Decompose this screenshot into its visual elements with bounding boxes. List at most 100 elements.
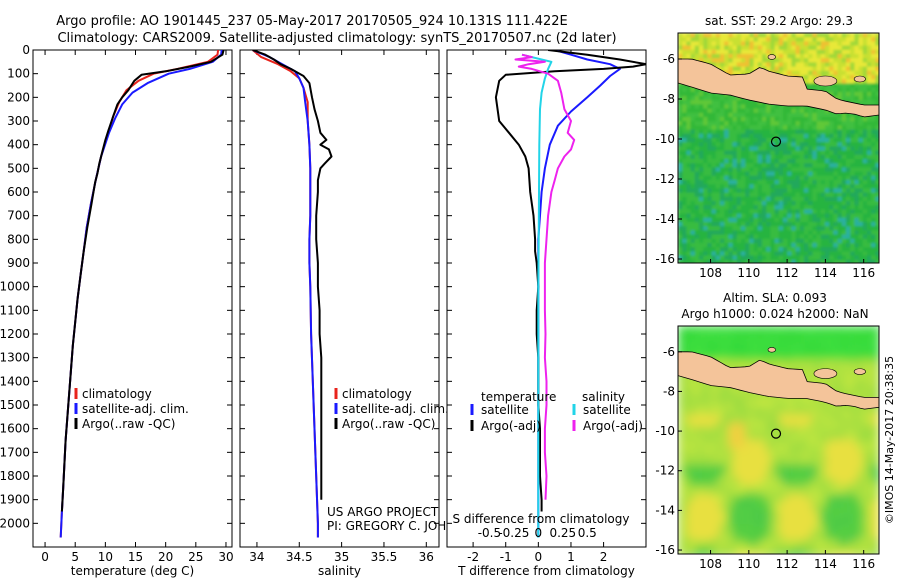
heatmap-cell bbox=[724, 401, 729, 407]
heatmap-cell bbox=[858, 117, 864, 122]
heatmap-cell bbox=[787, 117, 792, 122]
heatmap-cell bbox=[694, 154, 700, 160]
heatmap-cell bbox=[787, 175, 792, 181]
heatmap-cell bbox=[816, 464, 822, 470]
heatmap-cell bbox=[850, 435, 855, 440]
heatmap-cell bbox=[686, 460, 692, 466]
heatmap-cell bbox=[841, 481, 847, 487]
heatmap-cell bbox=[770, 447, 776, 453]
heatmap-cell bbox=[804, 125, 809, 131]
heatmap-cell bbox=[741, 213, 746, 219]
heatmap-cell bbox=[816, 125, 822, 131]
heatmap-cell bbox=[833, 226, 839, 231]
heatmap-cell bbox=[799, 230, 805, 236]
heatmap-cell bbox=[846, 389, 851, 394]
heatmap-cell bbox=[732, 133, 738, 139]
heatmap-cell bbox=[820, 49, 826, 55]
heatmap-cell bbox=[833, 431, 839, 436]
heatmap-cell bbox=[875, 498, 879, 503]
heatmap-cell bbox=[745, 477, 750, 482]
heatmap-cell bbox=[862, 418, 868, 424]
heatmap-cell bbox=[808, 498, 813, 503]
heatmap-cell bbox=[720, 121, 725, 126]
heatmap-cell bbox=[720, 359, 725, 365]
heatmap-cell bbox=[862, 201, 868, 206]
heatmap-cell bbox=[846, 376, 851, 382]
heatmap-cell bbox=[871, 175, 876, 181]
heatmap-cell bbox=[774, 209, 780, 215]
heatmap-cell bbox=[728, 363, 734, 369]
heatmap-cell bbox=[770, 41, 776, 47]
heatmap-cell bbox=[736, 410, 742, 415]
heatmap-cell bbox=[715, 196, 721, 202]
heatmap-cell bbox=[833, 201, 839, 206]
heatmap-cell bbox=[858, 87, 864, 93]
heatmap-cell bbox=[690, 150, 696, 156]
heatmap-cell bbox=[833, 163, 839, 168]
heatmap-cell bbox=[787, 66, 792, 72]
y-tick-label: -16 bbox=[655, 252, 675, 266]
heatmap-cell bbox=[686, 414, 692, 419]
heatmap-cell bbox=[850, 238, 855, 244]
heatmap-cell bbox=[850, 372, 855, 377]
heatmap-cell bbox=[732, 452, 738, 457]
heatmap-cell bbox=[820, 180, 826, 185]
heatmap-cell bbox=[703, 431, 708, 436]
heatmap-cell bbox=[799, 154, 805, 160]
heatmap-cell bbox=[867, 91, 872, 97]
heatmap-cell bbox=[715, 100, 721, 105]
heatmap-cell bbox=[846, 456, 851, 461]
heatmap-cell bbox=[753, 180, 759, 185]
heatmap-cell bbox=[867, 234, 872, 240]
heatmap-cell bbox=[816, 410, 822, 415]
heatmap-cell bbox=[867, 464, 872, 470]
heatmap-cell bbox=[736, 418, 742, 424]
heatmap-cell bbox=[678, 104, 683, 110]
heatmap-cell bbox=[741, 426, 746, 432]
heatmap-cell bbox=[862, 125, 868, 131]
heatmap-cell bbox=[820, 58, 826, 63]
heatmap-cell bbox=[766, 205, 771, 210]
heatmap-cell bbox=[858, 326, 864, 331]
heatmap-cell bbox=[774, 456, 780, 461]
heatmap-cell bbox=[711, 49, 717, 55]
heatmap-cell bbox=[875, 359, 879, 365]
heatmap-cell bbox=[699, 405, 704, 411]
heatmap-cell bbox=[690, 142, 696, 147]
heatmap-cell bbox=[770, 247, 776, 252]
heatmap-cell bbox=[837, 234, 843, 240]
heatmap-cell bbox=[799, 494, 805, 499]
heatmap-cell bbox=[762, 443, 767, 449]
heatmap-cell bbox=[736, 347, 742, 352]
heatmap-cell bbox=[841, 226, 847, 231]
heatmap-cell bbox=[736, 230, 742, 236]
heatmap-cell bbox=[804, 443, 809, 449]
heatmap-cell bbox=[690, 184, 696, 189]
heatmap-cell bbox=[703, 154, 708, 160]
heatmap-cell bbox=[699, 401, 704, 407]
heatmap-cell bbox=[682, 45, 687, 51]
heatmap-cell bbox=[757, 167, 763, 173]
heatmap-cell bbox=[766, 163, 771, 168]
heatmap-cell bbox=[816, 217, 822, 223]
heatmap-cell bbox=[699, 171, 704, 177]
heatmap-cell bbox=[682, 330, 687, 335]
heatmap-cell bbox=[724, 209, 729, 215]
heatmap-cell bbox=[694, 414, 700, 419]
heatmap-cell bbox=[715, 54, 721, 59]
heatmap-cell bbox=[690, 439, 696, 445]
heatmap-cell bbox=[682, 108, 687, 114]
y-tick-label: 500 bbox=[7, 161, 30, 175]
heatmap-cell bbox=[867, 117, 872, 122]
heatmap-cell bbox=[766, 422, 771, 428]
heatmap-cell bbox=[736, 62, 742, 68]
heatmap-cell bbox=[711, 347, 717, 352]
heatmap-cell bbox=[707, 468, 713, 474]
heatmap-cell bbox=[757, 414, 763, 419]
heatmap-cell bbox=[791, 150, 797, 156]
heatmap-cell bbox=[850, 351, 855, 356]
heatmap-cell bbox=[690, 460, 696, 466]
heatmap-cell bbox=[774, 418, 780, 424]
heatmap-cell bbox=[858, 255, 864, 261]
heatmap-cell bbox=[699, 142, 704, 147]
